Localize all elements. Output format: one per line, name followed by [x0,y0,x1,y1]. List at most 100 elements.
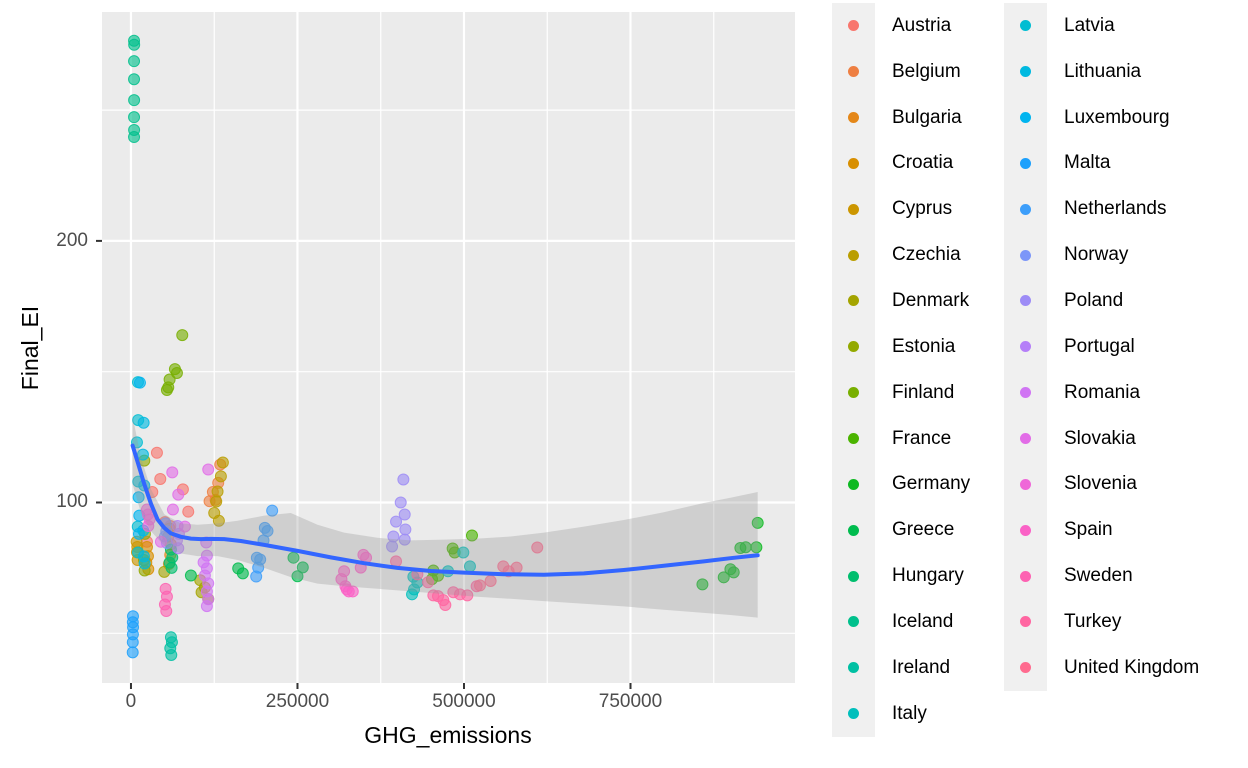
legend-item-finland: Finland [832,369,970,416]
legend-item-estonia: Estonia [832,323,970,370]
data-point-iceland [128,94,141,107]
legend-point-icon [848,112,859,124]
legend-label: Bulgaria [892,106,962,128]
data-point-czechia [216,456,229,469]
data-point-luxembourg [133,376,146,389]
data-point-iceland [128,131,141,144]
data-point-slovakia [166,466,179,479]
legend-label: France [892,427,952,449]
legend-point-icon [1020,570,1031,582]
legend-key [832,553,875,599]
data-point-lithuania [137,416,150,429]
legend-item-malta: Malta [1004,140,1199,187]
legend-key [832,690,875,737]
data-point-germany [750,541,763,554]
legend-item-czechia: Czechia [832,232,970,279]
legend-label: Slovakia [1064,427,1136,449]
legend-point-icon [1020,112,1031,124]
data-point-luxembourg [132,491,145,504]
legend-key [1004,140,1047,187]
legend-item-cyprus: Cyprus [832,186,970,233]
legend-label: Poland [1064,289,1124,311]
data-point-luxembourg [132,527,145,540]
legend-label: Portugal [1064,335,1135,357]
legend-point-icon [1020,616,1031,628]
data-point-poland [398,508,411,521]
data-point-czechia [211,485,224,498]
x-tick-label-3: 750000 [598,691,663,712]
legend-label: Romania [1064,381,1141,403]
legend-item-germany: Germany [832,461,970,508]
legend-item-ireland: Ireland [832,644,970,691]
legend-key [832,278,875,324]
legend-item-slovenia: Slovenia [1004,461,1199,508]
legend-label: Cyprus [892,198,953,220]
legend-item-portugal: Portugal [1004,323,1199,370]
x-axis-title: GHG_emissions [364,722,532,748]
data-point-czechia [214,470,227,483]
data-point-slovakia [154,535,167,548]
x-tick-label-2: 500000 [432,691,496,712]
legend-point-icon [1020,249,1031,261]
legend-key [832,323,875,370]
data-point-poland [399,523,412,536]
data-point-poland [397,473,410,486]
legend-column-2: Latvia Lithuania Luxembourg Malta Netherland… [1004,3,1199,691]
data-point-finland [160,384,173,397]
legend-label: Finland [892,381,955,403]
legend-item-latvia: Latvia [1004,3,1199,49]
legend-key [832,644,875,691]
legend-key [832,3,875,49]
legend-key [832,369,875,416]
legend-key [832,140,875,187]
data-point-greece [184,569,197,582]
legend-key [1004,3,1047,49]
data-point-netherlands [250,570,263,583]
legend-point-icon [848,203,859,215]
legend-item-sweden: Sweden [1004,553,1199,599]
legend-label: Italy [892,702,927,724]
legend-key [832,94,875,141]
legend-key [1004,507,1047,554]
data-point-iceland [128,38,141,51]
legend-key [1004,186,1047,233]
data-point-austria [150,446,163,459]
data-point-iceland [128,73,141,86]
data-point-poland [386,540,399,553]
data-point-turkey [439,599,452,612]
data-point-sweden [160,605,173,618]
data-point-greece [236,567,249,580]
legend-point-icon [1020,433,1031,445]
data-point-lithuania [138,557,151,570]
data-point-italy [406,588,419,601]
data-point-greece [296,561,309,574]
legend-item-austria: Austria [832,3,970,49]
legend-item-belgium: Belgium [832,48,970,95]
y-axis-title: Final_EI [17,305,43,391]
data-point-slovakia [202,463,215,476]
legend-label: Lithuania [1064,60,1142,82]
data-point-turkey [422,576,435,589]
legend-point-icon [1020,203,1031,215]
legend-label: Norway [1064,244,1129,266]
legend-point-icon [848,249,859,261]
legend-key [832,507,875,554]
legend-point-icon [848,387,859,399]
legend-key [832,48,875,95]
legend-point-icon [1020,387,1031,399]
legend-key [1004,48,1047,95]
legend-point-icon [848,570,859,582]
data-point-germany [727,566,740,579]
legend-column-1: Austria Belgium Bulgaria Croatia Cyprus Czech… [832,3,970,737]
data-point-slovenia [142,520,155,533]
data-point-france [465,529,478,542]
legend-item-spain: Spain [1004,507,1199,554]
legend-key [1004,461,1047,508]
data-point-spain [346,585,359,598]
legend-key [1004,369,1047,416]
legend-point-icon [1020,524,1031,536]
smooth-confidence-ribbon [132,416,758,618]
data-point-iceland [128,111,141,124]
legend-item-norway: Norway [1004,232,1199,279]
